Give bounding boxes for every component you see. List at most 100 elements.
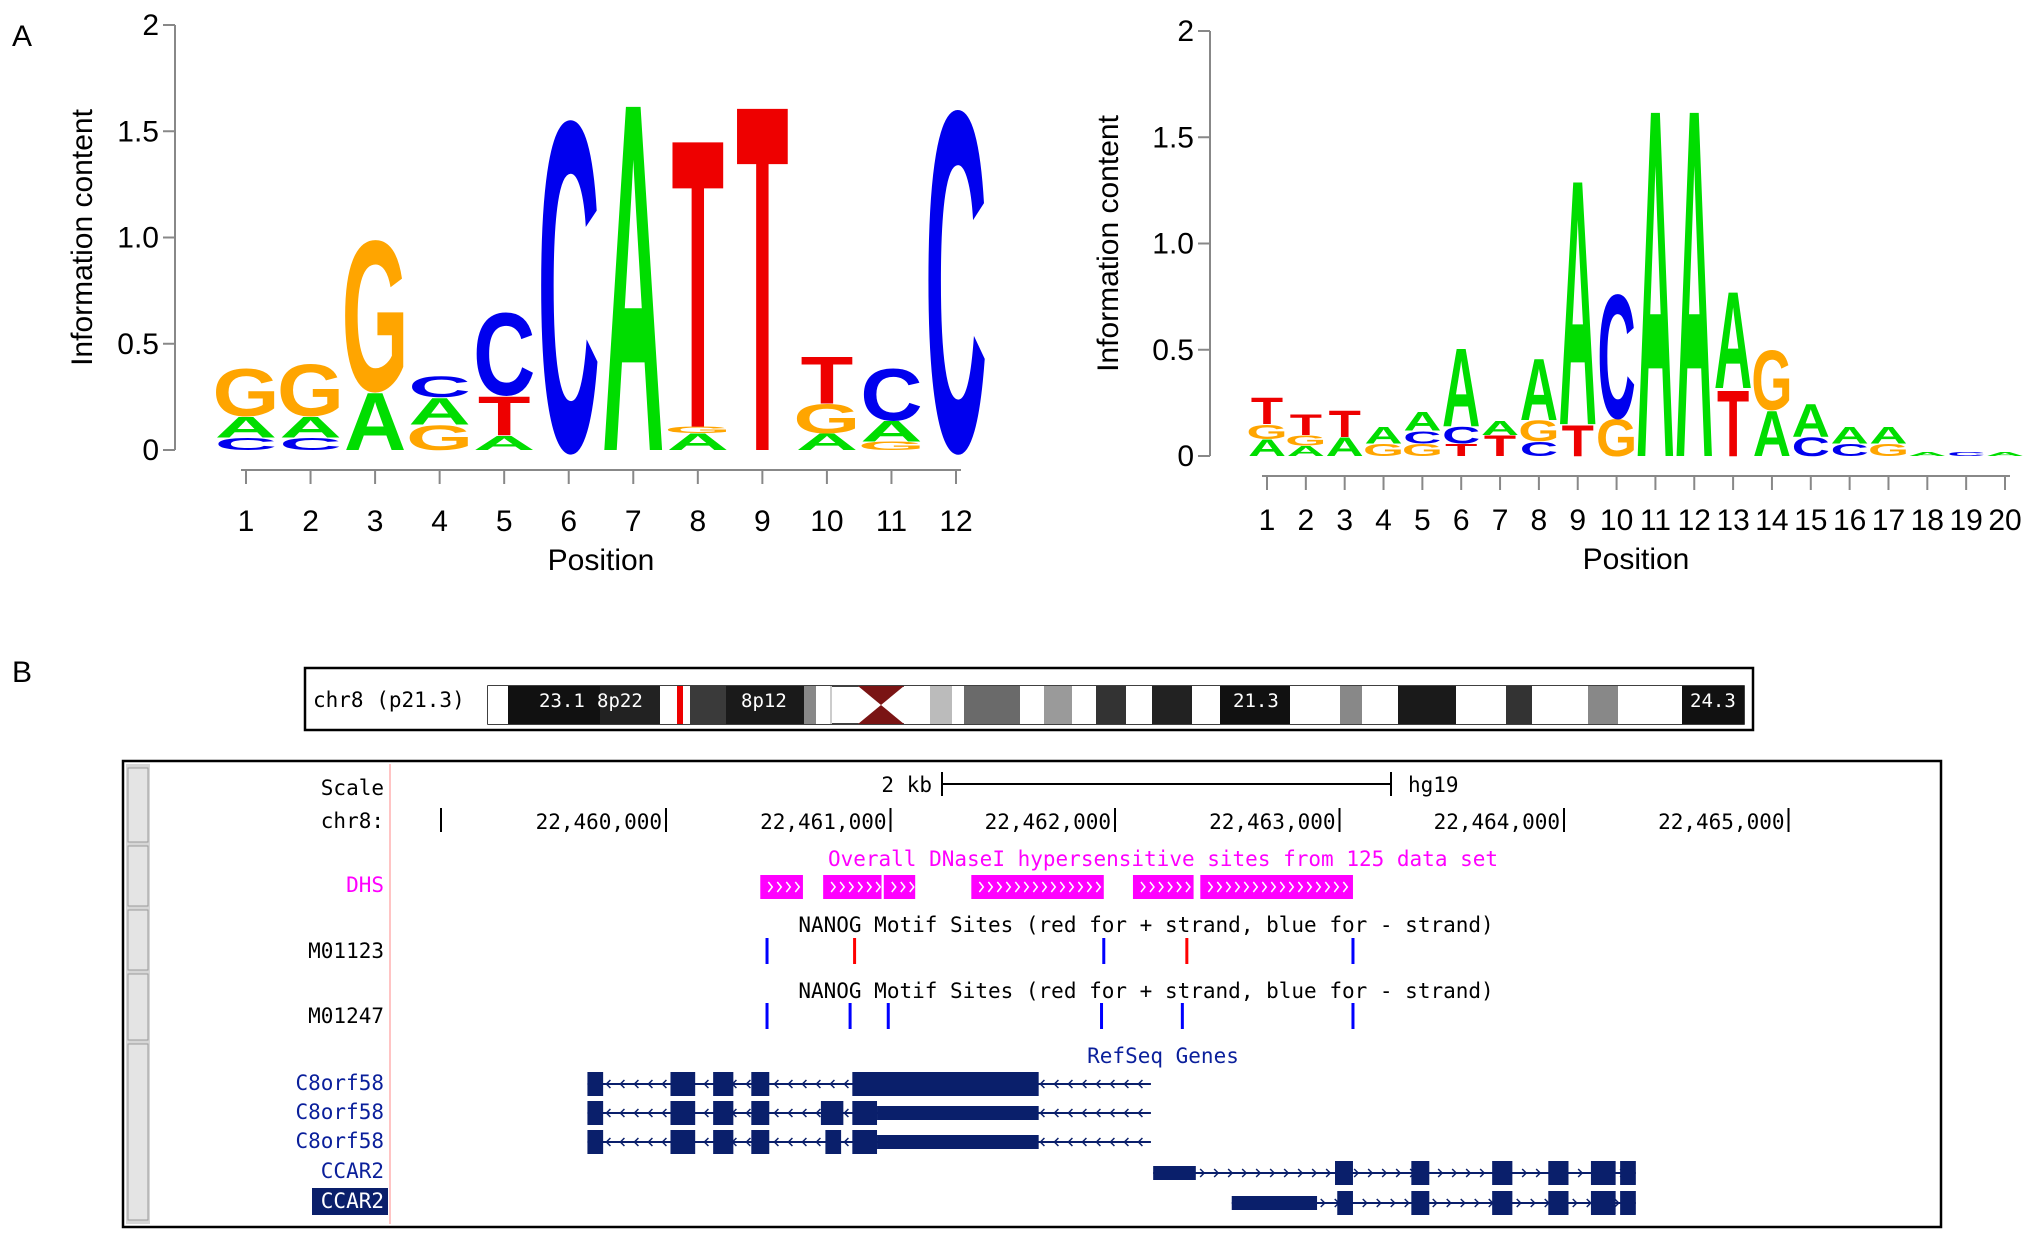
x-tick-label: 8 — [689, 505, 706, 538]
logo-letter-c: C — [1792, 432, 1830, 462]
strand-arrow — [605, 1079, 611, 1089]
x-tick-label: 7 — [625, 505, 642, 538]
chromosome-band — [1362, 686, 1398, 724]
x-tick-label: 8 — [1531, 504, 1548, 537]
chromosome-band — [1022, 686, 1044, 724]
motif-track-label: M01247 — [308, 1004, 384, 1028]
dhs-block — [883, 875, 916, 899]
chromosome-label: chr8 (p21.3) — [313, 688, 465, 712]
centromere — [858, 686, 904, 705]
strand-arrow — [815, 1079, 821, 1089]
gene-exon — [670, 1101, 696, 1125]
strand-arrow — [1325, 1168, 1332, 1178]
gene-label[interactable]: C8orf58 — [295, 1071, 384, 1095]
gene-label[interactable]: C8orf58 — [295, 1100, 384, 1124]
chromosome-band — [1682, 686, 1744, 724]
gene-label[interactable]: CCAR2 — [321, 1159, 384, 1183]
strand-arrow — [787, 1108, 793, 1118]
strand-arrow — [1577, 1168, 1584, 1178]
logo-letter-g: G — [406, 418, 473, 458]
logo-letter-a: A — [1675, 6, 1713, 563]
gene-exon — [1337, 1191, 1353, 1215]
track-button-m01247[interactable] — [127, 973, 149, 1041]
gene-exon — [670, 1130, 696, 1154]
x-tick-label: 2 — [1297, 504, 1314, 537]
centromere — [858, 705, 904, 724]
strand-arrow — [661, 1108, 667, 1118]
chromosome-band — [1126, 686, 1152, 724]
strand-arrow — [633, 1079, 639, 1089]
strand-arrow — [787, 1079, 793, 1089]
strand-arrow — [1067, 1137, 1073, 1147]
logo-letter-t: T — [1484, 430, 1516, 463]
strand-arrow — [1039, 1079, 1045, 1089]
strand-arrow — [703, 1079, 709, 1089]
logo-letter-a: A — [1869, 422, 1907, 449]
logo-letter-g: G — [1751, 333, 1792, 428]
dhs-block — [1200, 875, 1353, 899]
ruler-position-label: 22,463,000 — [1209, 810, 1335, 834]
x-tick-label: 9 — [754, 505, 771, 538]
gene-exon — [670, 1072, 696, 1096]
track-button-m01123[interactable] — [127, 909, 149, 971]
x-tick-label: 5 — [496, 505, 513, 538]
x-tick-label: 5 — [1414, 504, 1431, 537]
chromosome-band — [690, 686, 726, 724]
strand-arrow — [1241, 1168, 1248, 1178]
x-tick-label: 13 — [1716, 504, 1749, 537]
ruler-position-label: 22,461,000 — [760, 810, 886, 834]
motif-site — [1100, 1003, 1104, 1029]
logo-letter-a: A — [860, 415, 922, 448]
strand-arrow — [619, 1079, 625, 1089]
track-button-refseq[interactable] — [127, 1043, 149, 1221]
logo-letter-g: G — [793, 396, 860, 442]
motif-site — [848, 1003, 852, 1029]
x-tick-label: 10 — [1600, 504, 1633, 537]
logo-letter-c: C — [925, 10, 987, 555]
logo-letter-c: C — [860, 353, 922, 436]
gene-exon — [1620, 1191, 1636, 1215]
chromosome-band — [1506, 686, 1532, 724]
logo-letter-c: C — [1947, 451, 1985, 458]
strand-arrow — [647, 1079, 653, 1089]
track-button-dhs[interactable] — [127, 845, 149, 907]
strand-arrow — [1109, 1079, 1115, 1089]
x-tick-label: 18 — [1911, 504, 1944, 537]
motif-site — [853, 938, 857, 964]
chromosome-band — [1532, 686, 1588, 724]
strand-arrow — [843, 1137, 849, 1147]
gene-exon — [1548, 1161, 1569, 1185]
logo-letter-c: C — [1403, 428, 1441, 448]
track-button-ruler[interactable] — [127, 767, 149, 843]
gene-exon — [1335, 1161, 1353, 1185]
strand-arrow — [1123, 1108, 1129, 1118]
strand-arrow — [801, 1108, 807, 1118]
chromosome-band — [1096, 686, 1126, 724]
gene-exon — [1153, 1166, 1196, 1180]
chromosome-band — [1618, 686, 1682, 724]
assembly-label: hg19 — [1408, 773, 1459, 797]
logo-letter-a: A — [1986, 451, 2024, 458]
strand-arrow — [1572, 1198, 1578, 1208]
logo-letter-a: A — [1714, 264, 1752, 419]
logo-letter-t: T — [801, 343, 854, 418]
strand-arrow — [745, 1079, 751, 1089]
x-tick-label: 4 — [431, 505, 448, 538]
logo-letter-a: A — [1481, 417, 1519, 440]
logo-letter-a: A — [409, 391, 471, 434]
chromosome-band — [830, 686, 832, 724]
logo-letter-a: A — [602, 0, 664, 556]
x-tick-label: 19 — [1949, 504, 1982, 537]
strand-arrow — [1095, 1137, 1101, 1147]
logo-letter-t: T — [1562, 417, 1595, 466]
gene-label-selected[interactable]: CCAR2 — [321, 1189, 384, 1213]
strand-arrow — [1137, 1137, 1143, 1147]
strand-arrow — [1053, 1079, 1059, 1089]
gene-label[interactable]: C8orf58 — [295, 1129, 384, 1153]
gene-exon — [852, 1101, 878, 1125]
strand-arrow — [815, 1108, 821, 1118]
strand-arrow — [619, 1108, 625, 1118]
strand-arrow — [1081, 1108, 1087, 1118]
